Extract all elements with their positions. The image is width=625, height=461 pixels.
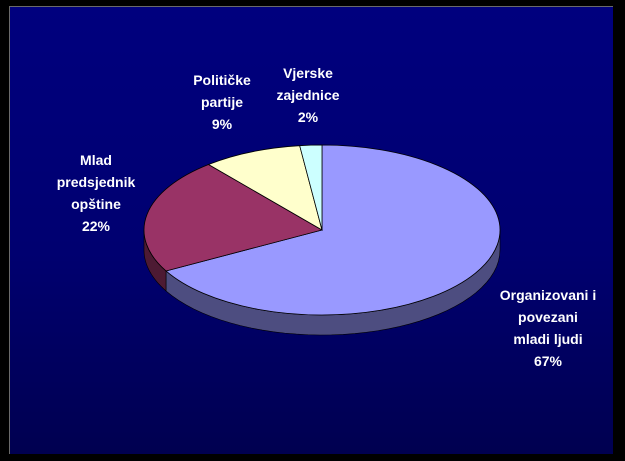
slice-label-line: povezani [518,309,578,325]
pie-slice-3 [299,144,323,231]
slice-label-line: Vjerske [283,65,333,81]
slice-label-line: mladi ljudi [513,331,582,347]
slice-label-line: 22% [82,218,111,234]
slice-label-line: predsjednik [57,174,136,190]
pie-slice-1 [143,164,324,272]
pie-top [143,144,501,316]
slice-label-line: Mlad [80,152,112,168]
pie-slice-0 [165,144,501,316]
slice-label-line: Organizovani i [500,287,596,303]
slice-label-line: 9% [212,116,233,132]
slice-label-0: Organizovani i povezani mladi ljudi 67% [500,287,596,369]
slice-label-line: Političke [193,72,251,88]
slice-label-line: opštine [71,196,121,212]
slice-label-line: zajednice [276,87,339,103]
slice-label-3: Vjerske zajednice 2% [276,65,339,125]
slice-label-line: 67% [534,353,563,369]
slice-label-2: Političke partije 9% [193,72,251,132]
slice-label-line: partije [201,94,243,110]
pie-labels: Organizovani i povezani mladi ljudi 67% Mlad… [57,65,597,369]
pie-slice-2 [207,145,323,231]
slice-label-1: Mlad predsjednik opštine 22% [57,152,136,234]
slice-label-line: 2% [298,109,319,125]
